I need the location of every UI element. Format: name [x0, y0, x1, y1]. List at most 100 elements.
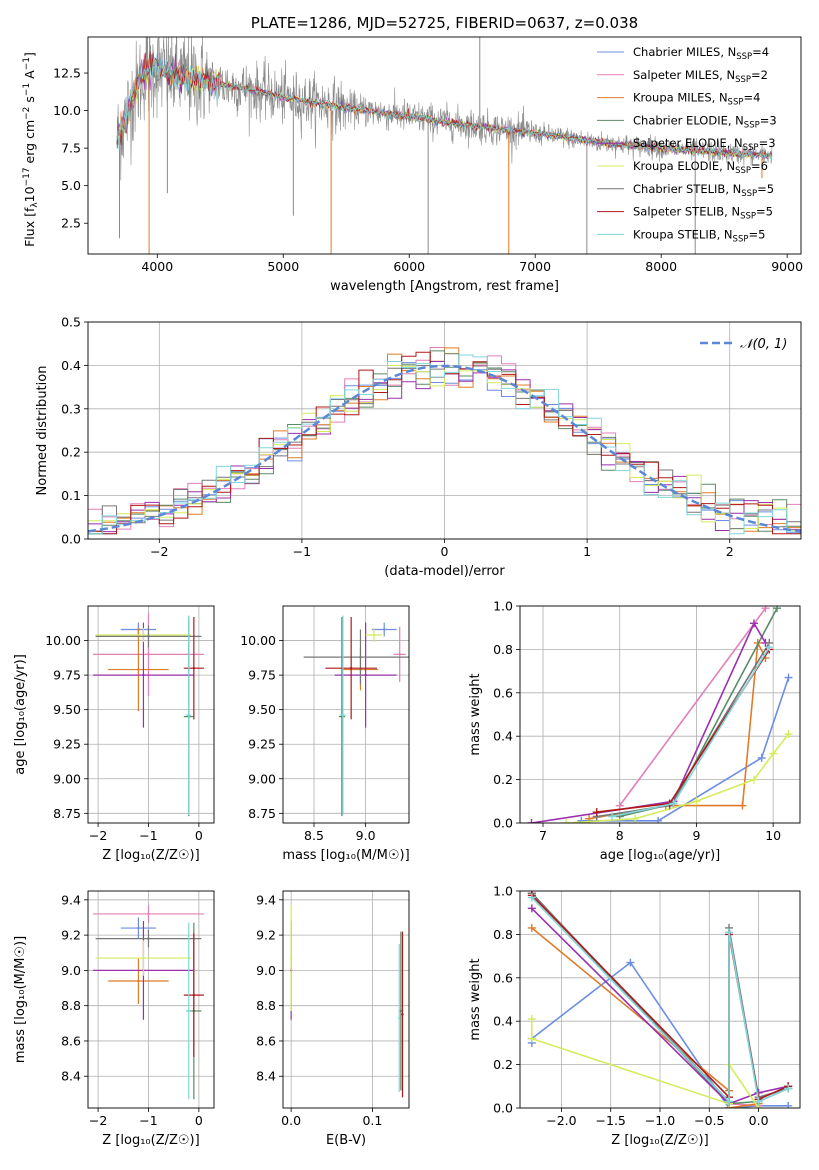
x-tick-label: −1 [139, 1113, 157, 1128]
weight-marker [615, 801, 624, 810]
y-axis-label: Normed distribution [35, 366, 50, 496]
legend-count: =4 [743, 91, 760, 105]
legend-entry: Chabrier STELIB, NSSP=5 [633, 182, 774, 199]
y-axis-label-part: −17 [22, 167, 32, 186]
model-spectrum-kroupa-stelib [116, 57, 773, 160]
weight-marker [577, 816, 586, 823]
y-tick-label: 0.2 [61, 445, 81, 460]
weight-line-chabrier-miles [581, 677, 790, 822]
y-tick-label: 0.3 [61, 401, 81, 416]
legend-count: =6 [751, 159, 768, 173]
mass-vs-Z-plot-area [93, 905, 204, 1100]
x-axis-label: Z [log₁₀(Z/Z☉)] [102, 1133, 199, 1148]
x-tick-label: 5000 [267, 259, 299, 274]
y-axis-label-part: erg cm [22, 120, 37, 168]
x-tick-label: 9000 [771, 259, 803, 274]
weight-marker [654, 816, 663, 823]
y-tick-label: 0.2 [493, 772, 513, 787]
legend-label: Chabrier STELIB, N [633, 182, 741, 196]
legend-entry: Kroupa MILES, NSSP=4 [633, 91, 760, 108]
x-tick-label: 1 [583, 544, 591, 559]
weight-marker [757, 753, 766, 762]
age-vs-mass-panel: 8.5 9.0 8.75 9.00 9.25 9.50 9.75 10.00 mass [log… [240, 605, 410, 863]
y-tick-label: 10.00 [240, 633, 276, 648]
y-axis-label: mass weight [468, 958, 483, 1040]
data-point [142, 673, 145, 677]
weight-line-chabrier-elodie [619, 607, 778, 818]
legend-subscript: SSP [733, 234, 749, 244]
data-point [147, 912, 150, 916]
legend-entry: 𝒩(0, 1) [740, 337, 787, 352]
weight-marker [784, 730, 793, 739]
y-axis-label: mass [log₁₀(M/M☉)] [13, 936, 28, 1063]
weight-line-kroupa-elodie [531, 1019, 760, 1108]
legend-count: =3 [760, 113, 777, 127]
x-tick-label: 7000 [519, 259, 551, 274]
histogram-kroupa-stelib [88, 354, 801, 535]
y-tick-label: 0.8 [493, 642, 513, 657]
mass-weight-vs-age-panel: 7 8 9 10 0.0 0.2 0.4 0.6 0.8 1.0 age [log₁₀(age/yr… [468, 599, 801, 863]
data-point [137, 668, 140, 671]
y-tick-label: 9.0 [61, 963, 81, 978]
y-tick-label: 0.0 [61, 532, 81, 547]
y-axis-label: mass weight [468, 673, 483, 755]
y-tick-label: 10.0 [53, 103, 81, 118]
weight-line-kroupa-miles [531, 927, 759, 1108]
legend-entry: Chabrier MILES, NSSP=4 [633, 45, 769, 62]
y-tick-label: 9.50 [53, 702, 81, 717]
residuals-frame [87, 321, 802, 540]
data-point [137, 979, 140, 983]
legend-label: Salpeter MILES, N [633, 68, 735, 82]
histogram-chabrier-stelib [88, 353, 801, 535]
y-tick-label: 0.1 [61, 488, 81, 503]
mass-weight-vs-Z-plot-area [527, 891, 793, 1108]
x-tick-label: 0.0 [749, 1113, 769, 1128]
legend-count: =5 [756, 205, 773, 219]
x-tick-label: −1.5 [596, 1113, 626, 1128]
y-tick-label: 9.75 [248, 668, 276, 683]
data-point [398, 1016, 401, 1020]
y-tick-label: 9.00 [248, 771, 276, 786]
age-vs-mass-frame [282, 605, 410, 824]
y-tick-label: 2.5 [61, 216, 81, 231]
y-tick-label: 1.0 [493, 884, 513, 899]
x-tick-label: −2 [89, 828, 107, 843]
y-tick-label: 9.75 [53, 668, 81, 683]
mass-weight-vs-age-frame [519, 605, 801, 824]
y-tick-label: 12.5 [53, 66, 81, 81]
data-point [399, 1009, 403, 1013]
weight-marker [592, 808, 601, 817]
data-point [147, 635, 150, 638]
x-tick-label: 0 [195, 828, 203, 843]
age-vs-Z-panel: −2 −1 0 8.75 9.00 9.25 9.50 9.75 10.00 Z [log₁₀(Z… [13, 605, 215, 863]
y-tick-label: 0.2 [493, 1057, 513, 1072]
weight-marker [692, 797, 701, 806]
normal-distribution-curve [88, 364, 801, 533]
weight-line-salpeter-miles [531, 892, 759, 1107]
x-tick-label: −1.0 [645, 1113, 675, 1128]
x-axis-label: wavelength [Angstrom, rest frame] [330, 279, 559, 294]
x-tick-label: 0 [441, 544, 449, 559]
chart-title: PLATE=1286, MJD=52725, FIBERID=0637, z=0… [251, 14, 638, 32]
weight-line-kroupa-stelib [611, 646, 770, 818]
data-point [364, 673, 367, 677]
y-tick-label: 8.6 [61, 1033, 81, 1048]
x-tick-label: 8.5 [304, 828, 324, 843]
legend-subscript: SSP [744, 120, 760, 130]
data-point [192, 666, 196, 670]
x-tick-label: −2 [89, 1113, 107, 1128]
y-axis-label-part: ] [22, 52, 37, 57]
x-tick-label: 8000 [645, 259, 677, 274]
legend-subscript: SSP [736, 52, 752, 62]
x-axis-label: E(B-V) [326, 1133, 366, 1148]
weight-marker [754, 1097, 763, 1106]
y-tick-label: 9.4 [256, 892, 276, 907]
data-point [341, 713, 345, 717]
mass-vs-Z-panel: −2 −1 0 8.4 8.6 8.8 9.0 9.2 9.4 Z [log₁₀(Z/Z☉)] ma… [13, 890, 215, 1148]
x-axis-label: (data-model)/error [384, 564, 505, 579]
y-tick-label: 5.0 [61, 178, 81, 193]
legend-entry: Salpeter MILES, NSSP=2 [633, 68, 768, 85]
age-vs-Z-frame [87, 605, 215, 824]
x-tick-label: 0 [195, 1113, 203, 1128]
